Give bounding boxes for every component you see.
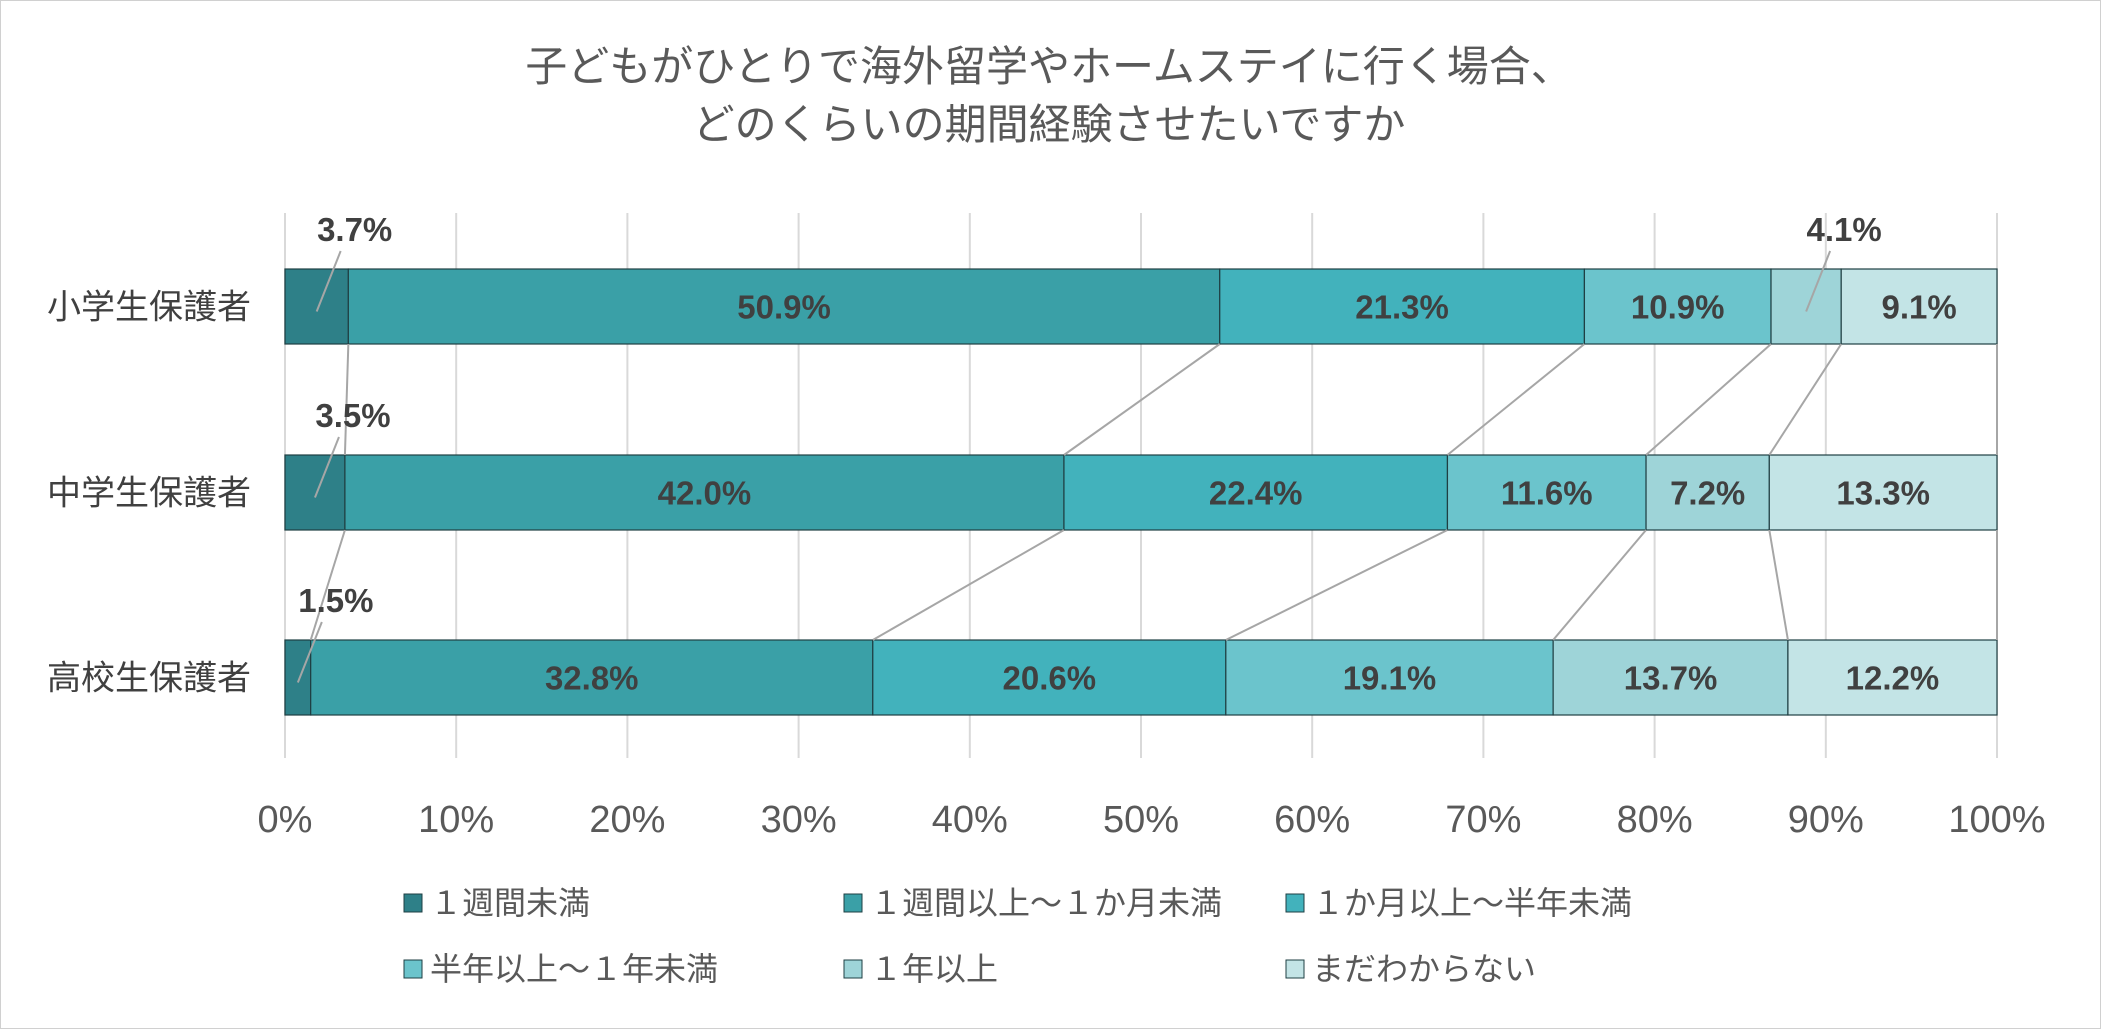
data-label-3-5: 13.7%	[1624, 660, 1718, 697]
data-label-2-2: 42.0%	[658, 475, 752, 512]
x-tick-label-6: 60%	[1274, 799, 1350, 841]
data-label-1-5: 4.1%	[1807, 211, 1882, 248]
x-tick-label-7: 70%	[1445, 799, 1521, 841]
data-label-2-5: 7.2%	[1670, 475, 1745, 512]
legend-label-4: 半年以上～１年未満	[430, 950, 718, 988]
legend-swatch-3	[1285, 893, 1305, 913]
series-line-5-2	[1768, 529, 1789, 641]
legend-swatch-6	[1285, 959, 1305, 979]
leader-line-3-1	[296, 621, 323, 683]
leader-line-2-1	[314, 436, 340, 498]
bar-segment-3-1	[284, 639, 312, 716]
leader-line-1-5	[1805, 250, 1832, 312]
x-tick-label-1: 10%	[418, 799, 494, 841]
bar-segment-3-4	[1225, 639, 1554, 716]
x-tick-label-2: 20%	[589, 799, 665, 841]
bar-segment-2-2	[344, 454, 1065, 531]
data-label-1-4: 10.9%	[1631, 289, 1725, 326]
series-line-4-2	[1552, 529, 1647, 641]
bar-segment-2-4	[1446, 454, 1647, 531]
leader-line-1-1	[315, 250, 342, 312]
data-label-3-4: 19.1%	[1343, 660, 1437, 697]
series-line-3-1	[1446, 343, 1586, 456]
bar-segment-3-6	[1787, 639, 1998, 716]
bar-segment-3-3	[872, 639, 1227, 716]
data-label-1-6: 9.1%	[1881, 289, 1956, 326]
legend-label-3: １か月以上～半年未満	[1312, 884, 1632, 922]
bar-segment-3-2	[310, 639, 874, 716]
x-tick-label-4: 40%	[932, 799, 1008, 841]
data-label-2-3: 22.4%	[1209, 475, 1303, 512]
bar-segment-1-3	[1219, 268, 1586, 345]
data-label-1-3: 21.3%	[1355, 289, 1449, 326]
legend-label-6: まだわからない	[1312, 950, 1536, 988]
legend-label-2: １週間以上～１か月未満	[870, 884, 1222, 922]
series-line-1-1	[343, 343, 350, 456]
bar-segment-1-5	[1770, 268, 1842, 345]
bar-segment-1-4	[1583, 268, 1772, 345]
data-label-1-2: 50.9%	[737, 289, 831, 326]
x-tick-label-3: 30%	[761, 799, 837, 841]
series-line-4-1	[1645, 343, 1772, 456]
bar-segment-1-1	[284, 268, 349, 345]
x-tick-label-8: 80%	[1617, 799, 1693, 841]
bar-segment-2-6	[1768, 454, 1998, 531]
bar-segment-1-6	[1840, 268, 1998, 345]
legend-label-1: １週間未満	[430, 884, 590, 922]
series-line-2-2	[872, 529, 1065, 641]
data-label-2-1: 3.5%	[315, 397, 390, 434]
data-label-2-6: 13.3%	[1836, 475, 1930, 512]
category-label-1: 小学生保護者	[47, 288, 251, 328]
legend-swatch-4	[403, 959, 423, 979]
category-label-2: 中学生保護者	[47, 474, 251, 514]
data-label-3-1: 1.5%	[298, 582, 373, 619]
category-label-3: 高校生保護者	[47, 659, 251, 699]
bar-segment-2-3	[1063, 454, 1449, 531]
bar-segment-2-1	[284, 454, 346, 531]
series-line-3-2	[1225, 529, 1448, 641]
data-label-1-1: 3.7%	[317, 211, 392, 248]
data-label-3-2: 32.8%	[545, 660, 639, 697]
chart-title-line-1: 子どもがひとりで海外留学やホームステイに行く場合、	[525, 42, 1572, 91]
chart-title-line-2: どのくらいの期間経験させたいですか	[693, 100, 1406, 149]
legend-swatch-1	[403, 893, 423, 913]
series-line-5-1	[1768, 343, 1843, 456]
x-tick-label-0: 0%	[258, 799, 313, 841]
series-line-1-2	[309, 529, 346, 641]
data-label-2-4: 11.6%	[1501, 475, 1593, 512]
legend-swatch-5	[843, 959, 863, 979]
series-line-2-1	[1063, 343, 1221, 456]
x-tick-label-9: 90%	[1788, 799, 1864, 841]
bar-segment-1-2	[347, 268, 1221, 345]
x-tick-label-10: 100%	[1948, 799, 2045, 841]
bar-segment-3-5	[1552, 639, 1789, 716]
data-label-3-6: 12.2%	[1846, 660, 1940, 697]
data-label-3-3: 20.6%	[1003, 660, 1097, 697]
legend-label-5: １年以上	[870, 950, 998, 988]
legend-swatch-2	[843, 893, 863, 913]
x-tick-label-5: 50%	[1103, 799, 1179, 841]
